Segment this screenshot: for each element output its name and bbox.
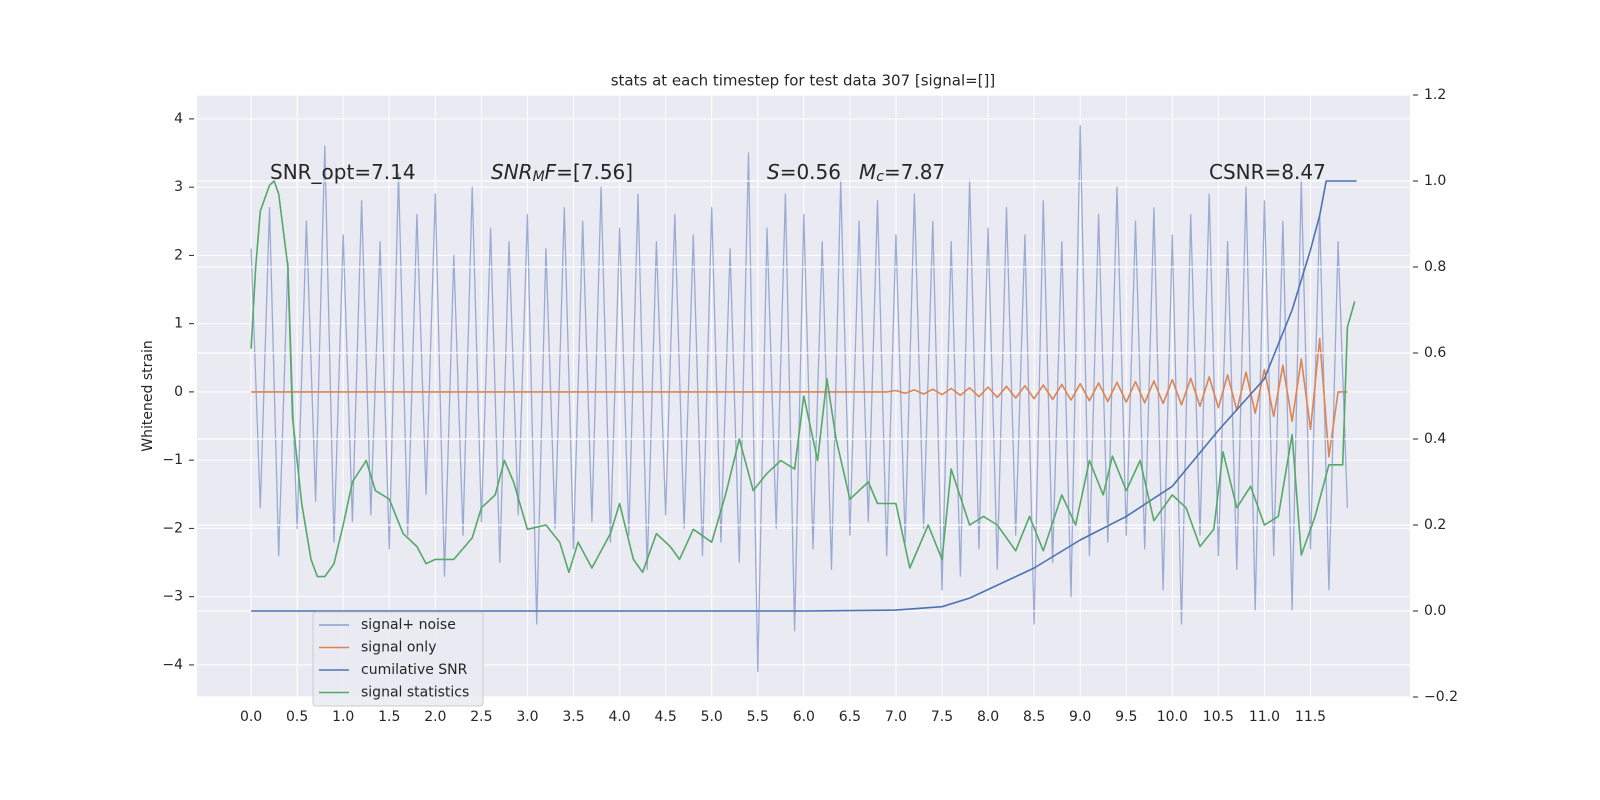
x-tick-label: 11.0 — [1249, 709, 1280, 725]
x-tick-label: 2.0 — [424, 709, 446, 725]
y-tick-label: 0 — [174, 384, 183, 400]
legend-label: signal only — [361, 640, 436, 656]
x-tick-label: 10.5 — [1203, 709, 1234, 725]
annotation-part: M — [859, 160, 876, 184]
y2-tick-label: 0.0 — [1424, 603, 1446, 619]
y-tick-label: 3 — [174, 179, 183, 195]
x-tick-label: 4.5 — [655, 709, 677, 725]
x-tick-label: 3.5 — [562, 709, 584, 725]
annotation: Mc=7.87 — [859, 160, 945, 186]
y2-tick-label: 0.6 — [1424, 345, 1446, 361]
x-tick-label: 5.5 — [747, 709, 769, 725]
y2-tick-label: 0.4 — [1424, 431, 1446, 447]
x-tick-label: 7.5 — [931, 709, 953, 725]
x-tick-label: 8.0 — [977, 709, 999, 725]
series-line — [251, 337, 1348, 458]
x-tick-label: 10.0 — [1157, 709, 1188, 725]
legend: signal+ noise signal only cumilative SNR si… — [312, 611, 484, 707]
legend-label: signal statistics — [361, 685, 469, 701]
legend-label: cumilative SNR — [361, 662, 468, 678]
x-tick-label: 4.0 — [608, 709, 630, 725]
annotation: CSNR=8.47 — [1209, 160, 1326, 184]
x-tick-label: 2.5 — [470, 709, 492, 725]
annotation-part: CSNR=8.47 — [1209, 160, 1326, 184]
annotation-part: SNR — [491, 160, 533, 184]
annotation: SNRMF=[7.56] — [491, 160, 633, 186]
series-line — [250, 180, 1356, 578]
x-tick-label: 1.5 — [378, 709, 400, 725]
annotation-part: =[7.56] — [556, 160, 633, 184]
x-tick-label: 6.0 — [793, 709, 815, 725]
annotation-part: =0.56 — [780, 160, 841, 184]
y-tick-label: 2 — [174, 247, 183, 263]
y2-tick-label: 0.8 — [1424, 259, 1446, 275]
y-tick-label: −1 — [162, 452, 183, 468]
chart-title: stats at each timestep for test data 307… — [611, 72, 996, 90]
annotation-part: F — [545, 160, 557, 184]
legend-label: signal+ noise — [361, 617, 456, 633]
x-tick-label: 11.5 — [1295, 709, 1326, 725]
y2-tick-label: 1.2 — [1424, 87, 1446, 103]
annotation-part: =7.87 — [884, 160, 945, 184]
series-line — [251, 180, 1357, 612]
x-tick-label: 0.5 — [286, 709, 308, 725]
x-tick-label: 1.0 — [332, 709, 354, 725]
annotation: SNR_opt=7.14 — [270, 160, 416, 184]
series-line — [250, 125, 1349, 673]
annotation: S=0.56 — [767, 160, 841, 184]
x-tick-label: 5.0 — [701, 709, 723, 725]
x-tick-label: 6.5 — [839, 709, 861, 725]
x-tick-label: 9.5 — [1115, 709, 1137, 725]
x-tick-label: 3.0 — [516, 709, 538, 725]
y-tick-label: −4 — [162, 657, 183, 673]
x-tick-label: 9.0 — [1069, 709, 1091, 725]
y2-tick-label: 1.0 — [1424, 173, 1446, 189]
y-tick-label: −2 — [162, 520, 183, 536]
annotation-part: S — [767, 160, 780, 184]
y-tick-label: 4 — [174, 111, 183, 127]
x-tick-label: 8.5 — [1023, 709, 1045, 725]
y-tick-label: 1 — [174, 316, 183, 332]
x-tick-label: 7.0 — [885, 709, 907, 725]
y2-tick-label: −0.2 — [1424, 689, 1458, 705]
legend-box — [312, 611, 484, 707]
annotation-part: c — [876, 169, 884, 185]
y-tick-label: −3 — [162, 589, 183, 605]
x-tick-label: 0.0 — [240, 709, 262, 725]
annotation-part: SNR_opt=7.14 — [270, 160, 416, 184]
y2-tick-label: 0.2 — [1424, 517, 1446, 533]
annotation-part: M — [533, 169, 545, 185]
y-axis-label: Whitened strain — [140, 340, 156, 451]
